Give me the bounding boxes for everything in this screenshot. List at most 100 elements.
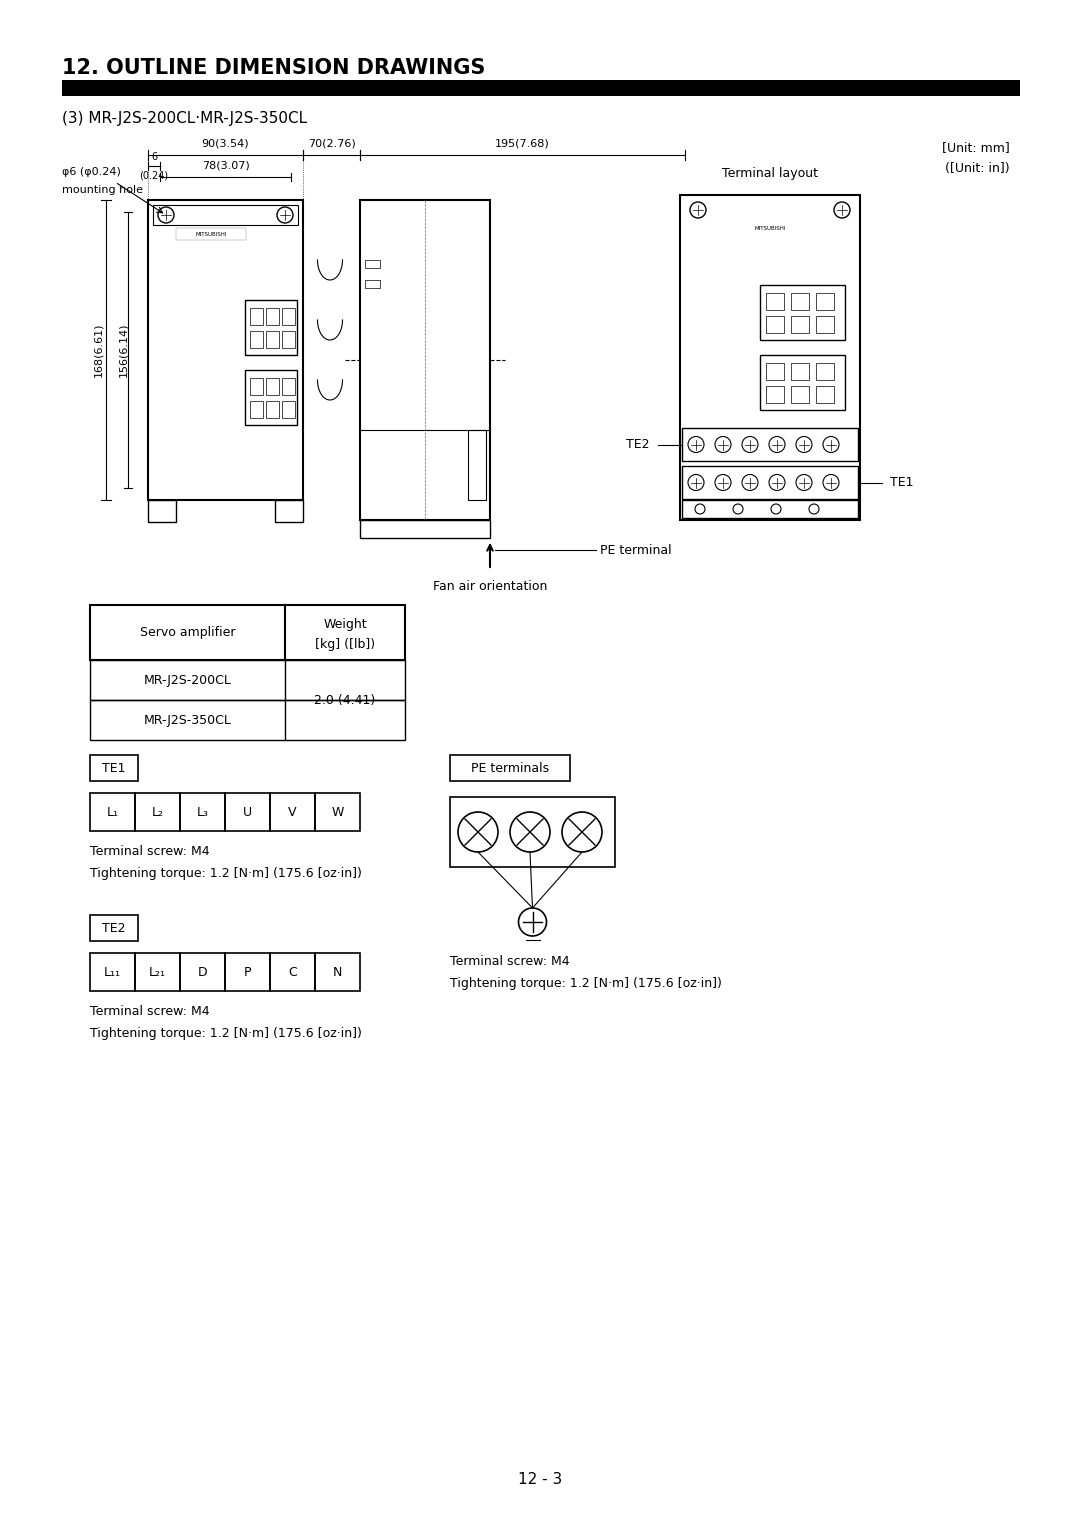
Bar (180, 793, 225, 831)
Bar (816, 364, 834, 380)
Text: ([Unit: in]): ([Unit: in]) (945, 162, 1010, 174)
Bar (760, 354, 845, 410)
Bar (791, 316, 809, 333)
Text: Terminal screw: M4: Terminal screw: M4 (90, 845, 210, 857)
Text: L₃: L₃ (197, 805, 208, 819)
Text: MITSUBISHI: MITSUBISHI (195, 232, 227, 237)
Text: Terminal screw: M4: Terminal screw: M4 (90, 1004, 210, 1018)
Bar (791, 364, 809, 380)
Text: N: N (333, 966, 342, 978)
Text: 12. OUTLINE DIMENSION DRAWINGS: 12. OUTLINE DIMENSION DRAWINGS (62, 58, 485, 78)
Bar (680, 196, 860, 520)
Text: 6: 6 (151, 151, 157, 162)
Text: 168(6.61): 168(6.61) (93, 322, 103, 377)
Text: (0.24): (0.24) (139, 170, 168, 180)
Bar (360, 520, 490, 538)
Text: Weight: Weight (323, 617, 367, 631)
Bar (816, 387, 834, 403)
Bar (791, 387, 809, 403)
Text: φ6 (φ0.24): φ6 (φ0.24) (62, 167, 121, 177)
Bar (249, 377, 264, 396)
Text: V: V (288, 805, 297, 819)
Bar (90, 915, 138, 941)
Bar (766, 316, 784, 333)
Bar (270, 793, 315, 831)
Bar (90, 793, 135, 831)
Text: TE1: TE1 (890, 477, 914, 489)
Bar (766, 387, 784, 403)
Text: L₁: L₁ (107, 805, 119, 819)
Bar (275, 500, 303, 523)
Bar (180, 953, 225, 992)
Bar (365, 280, 380, 287)
Text: Servo amplifier: Servo amplifier (139, 626, 235, 639)
Bar (760, 286, 845, 341)
Bar (270, 953, 315, 992)
Text: MITSUBISHI: MITSUBISHI (754, 226, 786, 231)
Text: U: U (243, 805, 252, 819)
Text: mounting hole: mounting hole (62, 185, 143, 196)
Bar (245, 299, 297, 354)
Bar (816, 316, 834, 333)
Bar (282, 332, 295, 348)
Bar (249, 400, 264, 419)
Bar (266, 400, 279, 419)
Bar (450, 798, 615, 866)
Bar (176, 228, 246, 240)
Bar (90, 700, 405, 740)
Bar (816, 293, 834, 310)
Bar (148, 500, 176, 523)
Bar (245, 370, 297, 425)
Text: 70(2.76): 70(2.76) (308, 138, 355, 148)
Bar (90, 605, 405, 660)
Bar (360, 200, 490, 520)
Text: Fan air orientation: Fan air orientation (433, 579, 548, 593)
Text: TE1: TE1 (103, 761, 125, 775)
Text: Terminal screw: M4: Terminal screw: M4 (450, 955, 569, 967)
Text: C: C (288, 966, 297, 978)
Bar (282, 377, 295, 396)
Bar (681, 466, 858, 500)
Text: 2.0 (4.41): 2.0 (4.41) (314, 694, 376, 706)
Text: [kg] ([lb]): [kg] ([lb]) (315, 639, 375, 651)
Bar (468, 429, 486, 500)
Bar (266, 309, 279, 325)
Bar (681, 500, 858, 518)
Bar (225, 793, 270, 831)
Bar (249, 332, 264, 348)
Bar (153, 205, 298, 225)
Text: Tightening torque: 1.2 [N·m] (175.6 [oz·in]): Tightening torque: 1.2 [N·m] (175.6 [oz·… (90, 1027, 362, 1039)
Text: 195(7.68): 195(7.68) (495, 138, 550, 148)
Text: PE terminals: PE terminals (471, 761, 549, 775)
Bar (365, 260, 380, 267)
Bar (450, 755, 570, 781)
Bar (148, 200, 303, 500)
Text: D: D (198, 966, 207, 978)
Bar (282, 400, 295, 419)
Text: 12 - 3: 12 - 3 (518, 1473, 562, 1487)
Bar (62, 79, 1020, 96)
Text: 78(3.07): 78(3.07) (202, 160, 249, 170)
Text: 156(6.14): 156(6.14) (118, 322, 129, 377)
Text: MR-J2S-350CL: MR-J2S-350CL (144, 714, 231, 726)
Bar (266, 332, 279, 348)
Bar (766, 293, 784, 310)
Bar (135, 793, 180, 831)
Bar (282, 309, 295, 325)
Bar (791, 293, 809, 310)
Bar (90, 755, 138, 781)
Bar (225, 953, 270, 992)
Text: MR-J2S-200CL: MR-J2S-200CL (144, 674, 231, 686)
Text: Tightening torque: 1.2 [N·m] (175.6 [oz·in]): Tightening torque: 1.2 [N·m] (175.6 [oz·… (90, 866, 362, 880)
Text: L₂₁: L₂₁ (149, 966, 166, 978)
Bar (135, 953, 180, 992)
Text: PE terminal: PE terminal (600, 544, 672, 556)
Bar (766, 364, 784, 380)
Text: 90(3.54): 90(3.54) (202, 138, 249, 148)
Text: TE2: TE2 (103, 921, 125, 935)
Bar (315, 793, 360, 831)
Text: P: P (244, 966, 252, 978)
Bar (90, 660, 405, 700)
Text: Tightening torque: 1.2 [N·m] (175.6 [oz·in]): Tightening torque: 1.2 [N·m] (175.6 [oz·… (450, 976, 721, 990)
Bar (249, 309, 264, 325)
